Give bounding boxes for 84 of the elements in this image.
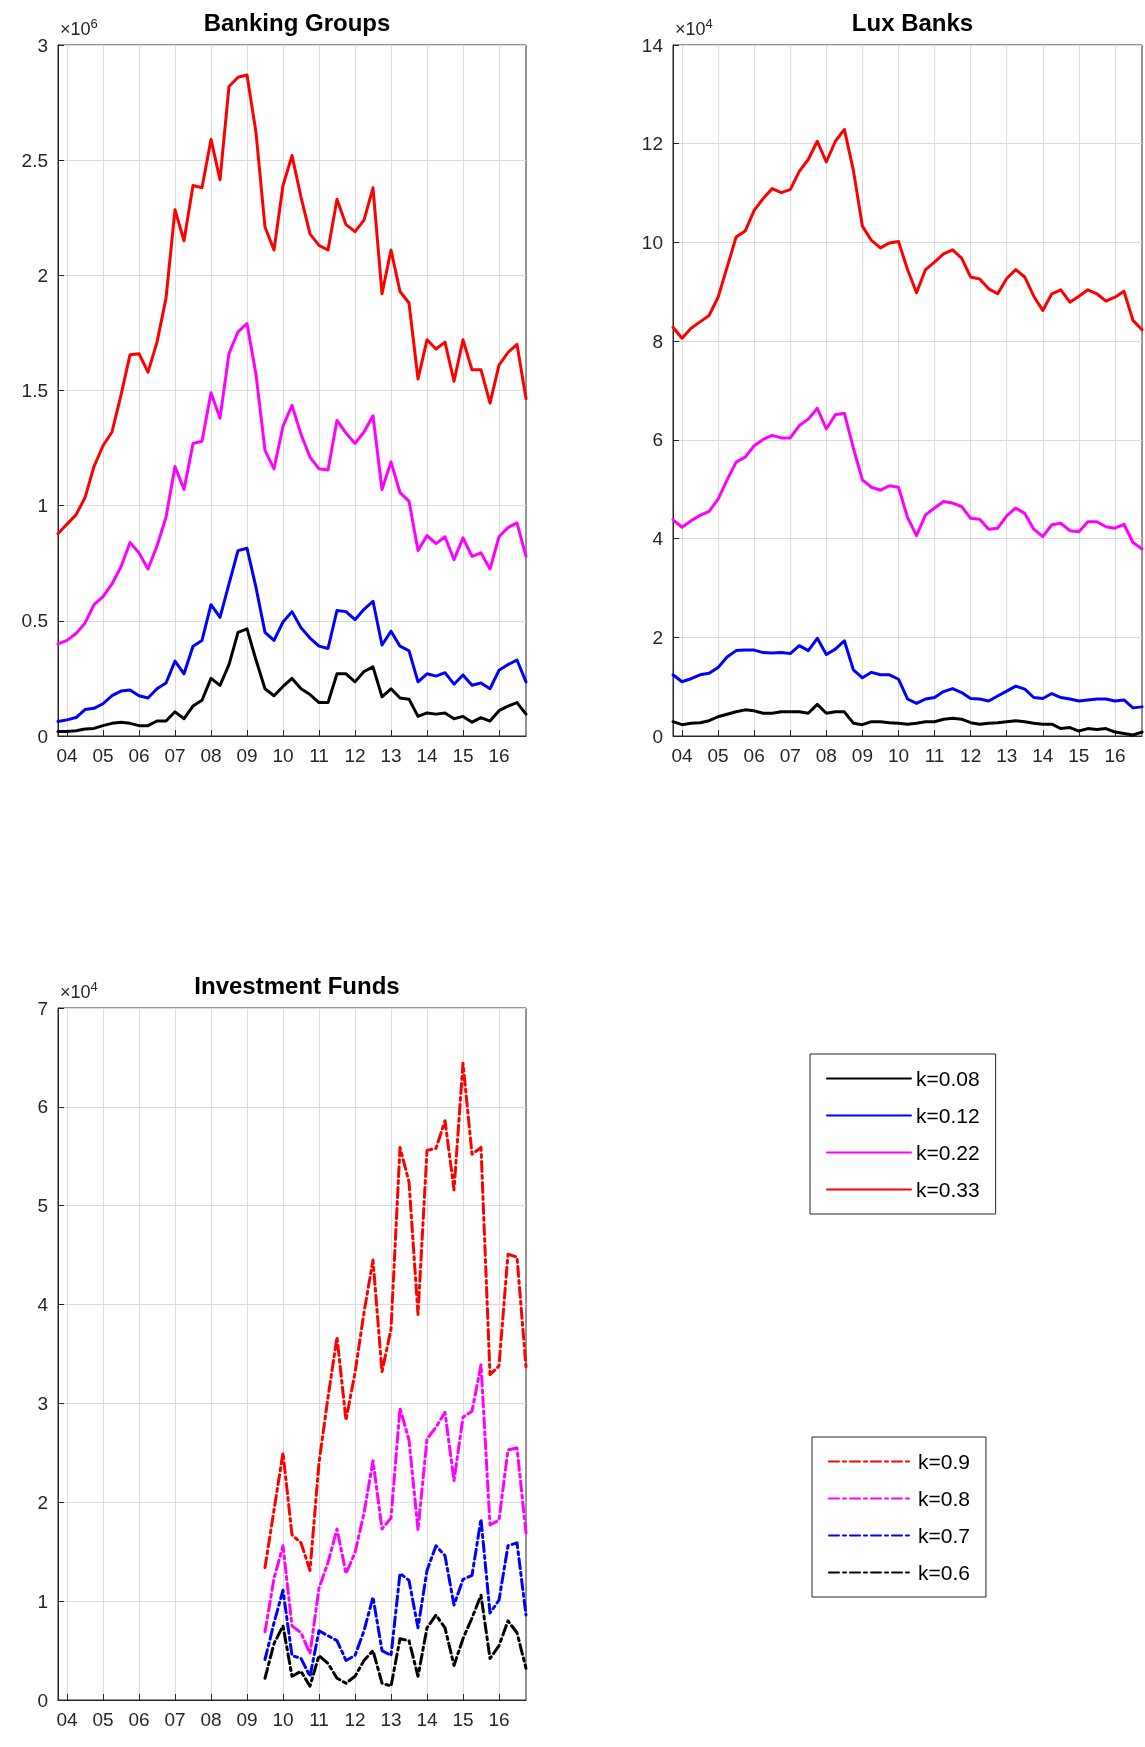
y-tick-label: 14 <box>641 34 664 56</box>
x-tick-label: 06 <box>128 1709 150 1730</box>
y-tick-label: 1.5 <box>21 380 48 401</box>
x-tick-label: 10 <box>272 745 294 766</box>
x-tick-label: 10 <box>272 1709 294 1730</box>
y-tick-label: 4 <box>652 528 664 550</box>
x-tick-label: 10 <box>887 745 910 766</box>
line-series <box>263 1593 528 1688</box>
x-tick-label: 09 <box>236 745 258 766</box>
x-tick-label: 04 <box>56 745 78 766</box>
y-tick-label: 0.5 <box>21 610 48 632</box>
x-tick-label: 15 <box>1068 745 1090 766</box>
x-tick-label: 14 <box>416 1709 438 1730</box>
y-tick-label: 1 <box>37 1590 48 1612</box>
legend-label: k=0.22 <box>916 1141 980 1164</box>
y-tick-label: 1 <box>37 495 48 517</box>
x-tick-label: 09 <box>236 1709 258 1730</box>
legend-label: k=0.7 <box>918 1524 970 1547</box>
x-tick-label: 04 <box>671 745 694 766</box>
line-series <box>671 127 1144 340</box>
x-tick-label: 05 <box>707 745 729 766</box>
y-tick-label: 12 <box>641 133 663 155</box>
x-tick-label: 11 <box>309 745 329 766</box>
x-tick-label: 08 <box>200 1709 222 1730</box>
legend-label: k=0.8 <box>918 1487 970 1510</box>
y-tick-label: 5 <box>37 1195 48 1217</box>
x-tick-label: 13 <box>996 745 1018 766</box>
y-tick-label: 0 <box>37 725 48 747</box>
y-tick-label: 3 <box>37 34 48 56</box>
legend-label: k=0.33 <box>916 1178 980 1201</box>
legend-label: k=0.12 <box>916 1104 980 1127</box>
x-tick-label: 12 <box>344 1709 366 1730</box>
x-tick-label: 14 <box>416 745 438 766</box>
line-series <box>671 406 1144 551</box>
x-tick-label: 12 <box>960 745 982 766</box>
x-tick-label: 09 <box>851 745 873 766</box>
legend-label: k=0.9 <box>918 1450 970 1473</box>
x-tick-label: 16 <box>1104 745 1126 766</box>
x-tick-label: 15 <box>452 1709 474 1730</box>
line-series <box>671 636 1144 710</box>
y-tick-label: 3 <box>37 1392 48 1414</box>
x-tick-label: 05 <box>92 745 114 766</box>
y-tick-label: 8 <box>652 330 663 352</box>
x-tick-label: 04 <box>56 1709 78 1730</box>
legend-label: k=0.6 <box>918 1561 970 1584</box>
y-tick-label: 0 <box>652 725 663 747</box>
legend-label: k=0.08 <box>916 1067 980 1090</box>
x-tick-label: 12 <box>344 745 366 766</box>
x-tick-label: 11 <box>309 1709 329 1730</box>
y-tick-label: 4 <box>37 1294 49 1316</box>
x-tick-label: 14 <box>1032 745 1054 766</box>
y-tick-label: 2.5 <box>21 149 48 171</box>
y-tick-label: 2 <box>37 1491 48 1513</box>
line-series <box>263 1061 528 1572</box>
line-series <box>56 627 528 733</box>
line-series <box>56 73 528 536</box>
y-tick-label: 0 <box>37 1689 48 1711</box>
y-tick-label: 6 <box>37 1096 48 1118</box>
line-series <box>56 322 528 646</box>
x-tick-label: 08 <box>815 745 837 766</box>
x-tick-label: 08 <box>200 745 222 766</box>
x-tick-label: 07 <box>164 1709 186 1730</box>
x-tick-label: 07 <box>779 745 801 766</box>
x-tick-label: 11 <box>924 745 945 766</box>
x-tick-label: 06 <box>128 745 150 766</box>
x-tick-label: 07 <box>164 745 186 766</box>
x-tick-label: 13 <box>380 1709 402 1730</box>
line-series <box>263 1517 528 1678</box>
y-tick-label: 6 <box>652 429 663 451</box>
y-tick-label: 7 <box>37 997 48 1019</box>
line-series <box>263 1363 528 1656</box>
chart-title: Investment Funds <box>194 971 400 999</box>
x-tick-label: 16 <box>488 1709 510 1730</box>
x-tick-label: 13 <box>380 745 402 766</box>
x-tick-label: 16 <box>488 745 510 766</box>
x-tick-label: 15 <box>452 745 474 766</box>
x-tick-label: 05 <box>92 1709 114 1730</box>
x-tick-label: 06 <box>743 745 765 766</box>
y-tick-label: 2 <box>652 626 663 648</box>
line-series <box>56 546 528 723</box>
chart-title: Banking Groups <box>203 8 391 36</box>
y-tick-label: 10 <box>641 231 663 253</box>
y-tick-label: 2 <box>37 264 48 286</box>
chart-title: Lux Banks <box>851 8 974 36</box>
